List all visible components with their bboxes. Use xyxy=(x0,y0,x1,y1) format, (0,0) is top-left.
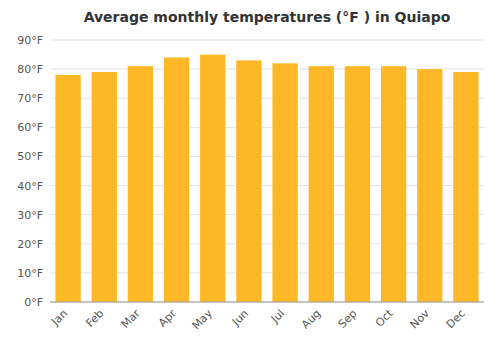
y-tick-label: 80°F xyxy=(17,63,43,76)
chart-container: Average monthly temperatures (°F ) in Qu… xyxy=(0,0,500,350)
grid-line xyxy=(50,302,484,303)
title: Average monthly temperatures (°F ) in Qu… xyxy=(84,9,451,25)
x-axis-line xyxy=(50,302,484,303)
y-grid xyxy=(50,40,484,302)
y-tick-label: 30°F xyxy=(17,209,43,222)
bar xyxy=(309,66,334,302)
bars xyxy=(55,55,478,302)
y-tick-label: 10°F xyxy=(17,267,43,280)
x-tick-label: Jun xyxy=(229,307,251,329)
bar xyxy=(272,63,297,302)
x-tick-label: May xyxy=(190,307,216,333)
y-tick-label: 40°F xyxy=(17,180,43,193)
y-tick-label: 20°F xyxy=(17,238,43,251)
bar xyxy=(164,57,189,302)
x-tick-label: Dec xyxy=(444,307,468,331)
x-tick-label: Feb xyxy=(83,307,106,330)
bar xyxy=(200,55,225,302)
y-tick-label: 70°F xyxy=(17,92,43,105)
x-tick-label: Jul xyxy=(268,307,287,326)
y-tick-label: 60°F xyxy=(17,121,43,134)
bar xyxy=(381,66,406,302)
x-tick-label: Oct xyxy=(373,306,396,329)
y-axis: 0°F 10°F 20°F 30°F 40°F 50°F 60°F 70°F 80°F 90°F xyxy=(17,34,43,309)
bar xyxy=(236,60,261,302)
bar xyxy=(345,66,370,302)
x-tick-label: Jan xyxy=(48,307,70,329)
y-tick-label: 50°F xyxy=(17,150,43,163)
y-tick-label: 0°F xyxy=(24,296,43,309)
chart: Average monthly temperatures (°F ) in Qu… xyxy=(0,0,500,350)
x-tick-label: Aug xyxy=(299,307,323,331)
grid-line xyxy=(50,40,484,41)
bar xyxy=(453,72,478,302)
x-tick-label: Sep xyxy=(336,307,360,331)
x-tick-label: Nov xyxy=(407,307,432,332)
bar xyxy=(92,72,117,302)
bar xyxy=(128,66,153,302)
x-tick-label: Mar xyxy=(119,307,143,331)
page: {"chart_data": {"type": "bar", "title": … xyxy=(0,0,500,350)
bar xyxy=(55,75,80,302)
x-axis: Jan Feb Mar Apr May Jun Jul Aug Sep Oct Nov Dec xyxy=(48,306,468,332)
bar xyxy=(417,69,442,302)
y-tick-label: 90°F xyxy=(17,34,43,47)
x-tick-label: Apr xyxy=(156,307,179,330)
